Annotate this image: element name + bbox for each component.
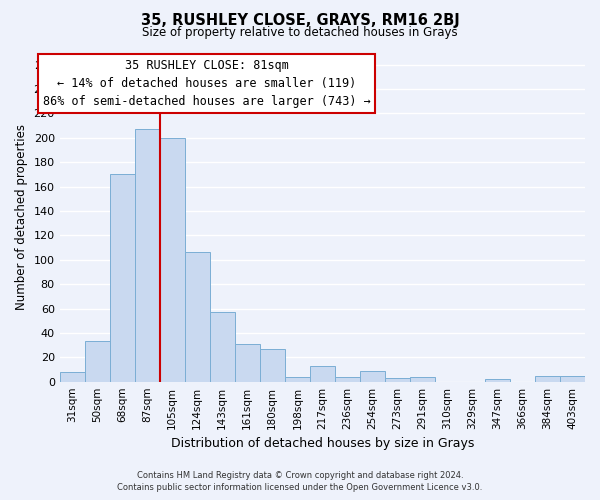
Y-axis label: Number of detached properties: Number of detached properties	[15, 124, 28, 310]
Bar	[285, 377, 310, 382]
Bar	[135, 130, 160, 382]
Text: Contains HM Land Registry data © Crown copyright and database right 2024.
Contai: Contains HM Land Registry data © Crown c…	[118, 471, 482, 492]
Bar	[560, 376, 585, 382]
Bar	[210, 312, 235, 382]
Bar	[360, 370, 385, 382]
Bar	[85, 342, 110, 382]
Text: 35, RUSHLEY CLOSE, GRAYS, RM16 2BJ: 35, RUSHLEY CLOSE, GRAYS, RM16 2BJ	[140, 12, 460, 28]
Text: 35 RUSHLEY CLOSE: 81sqm
← 14% of detached houses are smaller (119)
86% of semi-d: 35 RUSHLEY CLOSE: 81sqm ← 14% of detache…	[43, 59, 371, 108]
Bar	[485, 379, 510, 382]
Bar	[335, 377, 360, 382]
Bar	[185, 252, 210, 382]
Text: Size of property relative to detached houses in Grays: Size of property relative to detached ho…	[142, 26, 458, 39]
Bar	[235, 344, 260, 382]
Bar	[385, 378, 410, 382]
Bar	[310, 366, 335, 382]
Bar	[410, 377, 435, 382]
X-axis label: Distribution of detached houses by size in Grays: Distribution of detached houses by size …	[170, 437, 474, 450]
Bar	[535, 376, 560, 382]
Bar	[110, 174, 135, 382]
Bar	[160, 138, 185, 382]
Bar	[260, 349, 285, 382]
Bar	[59, 372, 85, 382]
